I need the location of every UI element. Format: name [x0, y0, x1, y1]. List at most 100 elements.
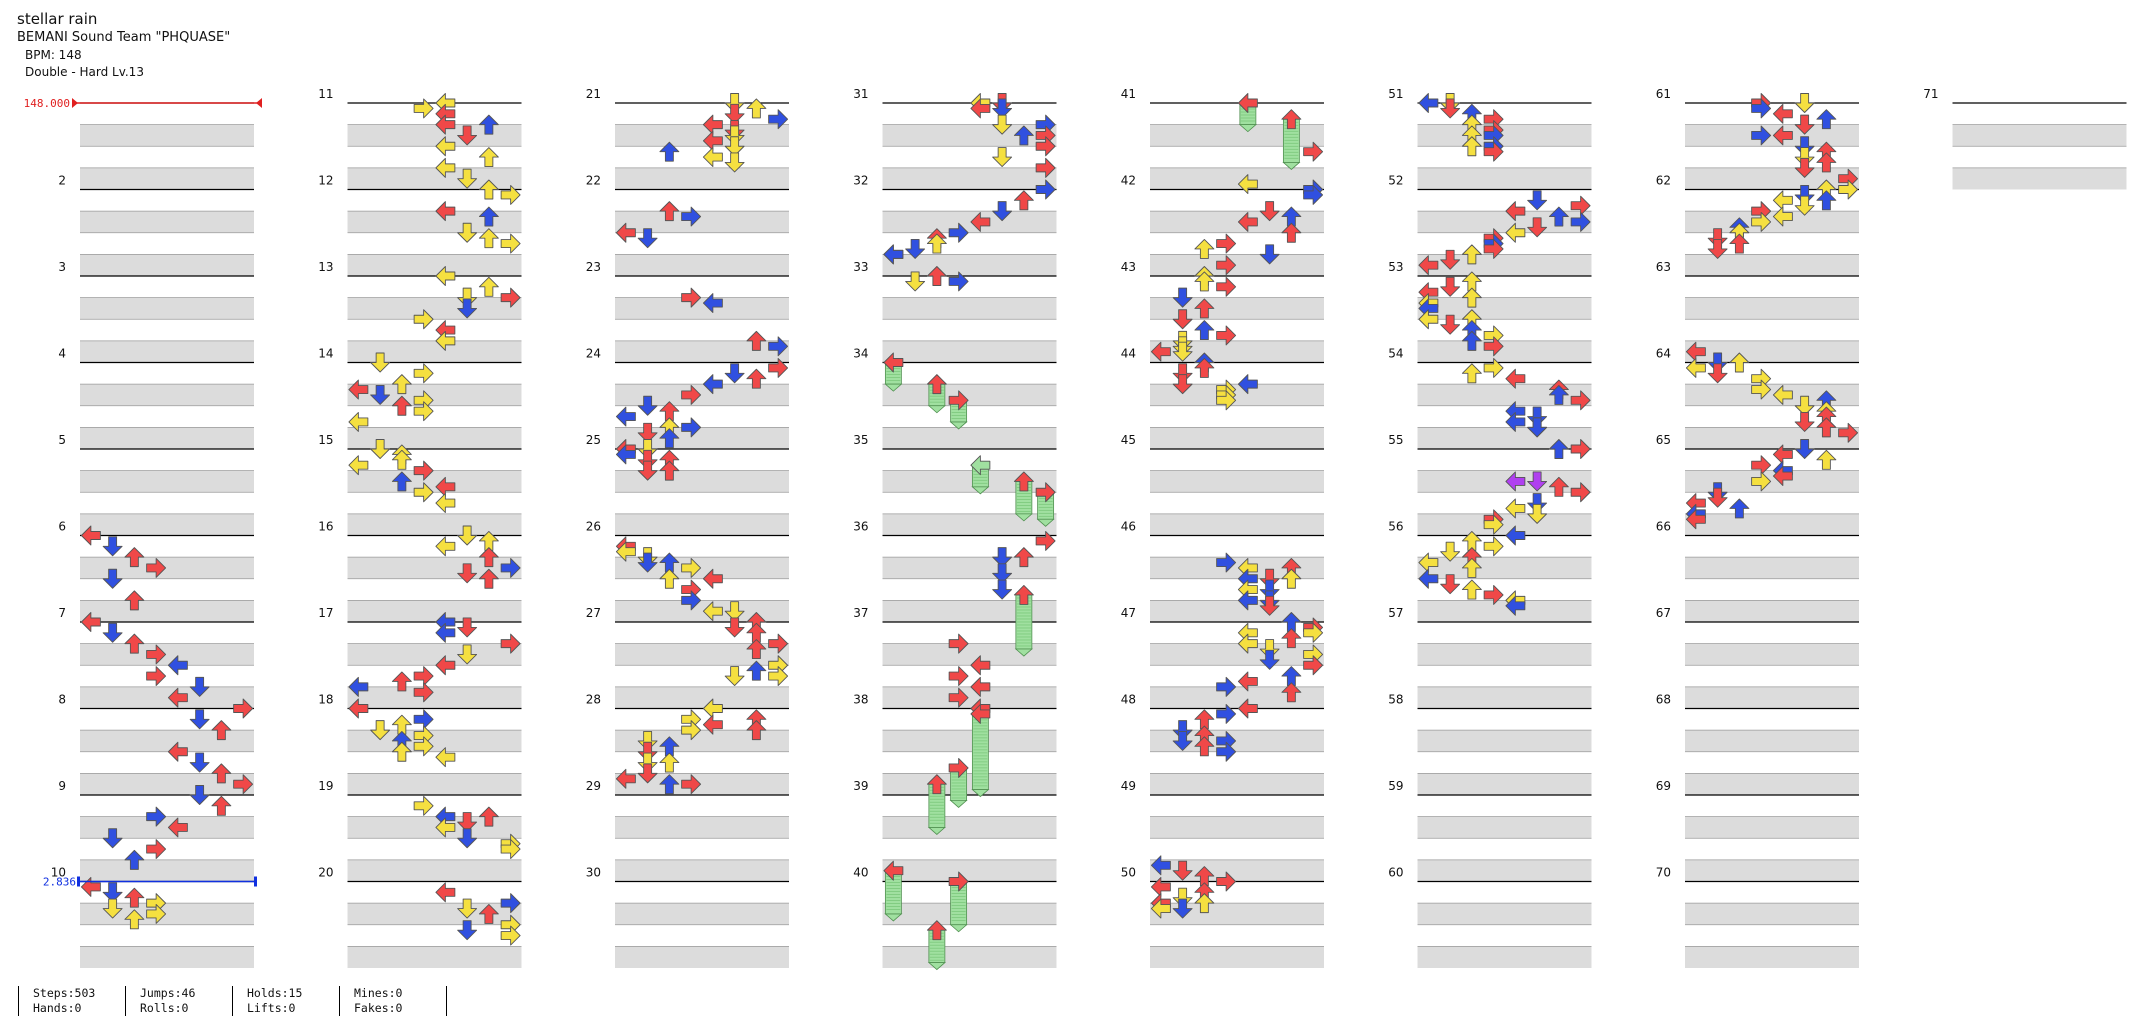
arrow-note [948, 633, 969, 654]
beat-band [1685, 470, 1859, 493]
arrow-note [1035, 482, 1056, 503]
hold-tail [1282, 162, 1301, 171]
arrow-note [1281, 628, 1302, 649]
beat-band [882, 773, 1057, 795]
measure-number: 63 [1656, 260, 1671, 274]
arrow-note [1505, 471, 1526, 492]
beat-band [80, 600, 254, 622]
hold-tail [1238, 124, 1257, 133]
measure-number: 43 [1121, 260, 1136, 274]
arrow-note [948, 666, 969, 687]
arrow-note [146, 839, 167, 860]
beat-band [347, 730, 522, 752]
arrow-note [457, 644, 478, 665]
beat-band [882, 903, 1057, 925]
arrow-note [413, 682, 434, 703]
beat-band [80, 513, 254, 536]
arrow-note [500, 925, 521, 946]
measure-number: 64 [1656, 347, 1671, 361]
measure [1150, 275, 1324, 363]
measure-number: 65 [1656, 433, 1671, 447]
measure [1417, 275, 1592, 363]
arrow-note [457, 563, 478, 584]
arrow-note [1194, 893, 1215, 914]
arrow-note [1772, 384, 1793, 405]
arrow-note [124, 590, 145, 611]
beat-band [80, 254, 254, 276]
arrow-note [1013, 547, 1034, 568]
arrow-note [435, 157, 456, 178]
measure-number: 29 [586, 779, 601, 793]
arrow-note [926, 233, 947, 254]
arrow-note [1751, 471, 1772, 492]
beat-band [1685, 557, 1859, 579]
beat-band [1417, 903, 1592, 925]
measure-number: 9 [58, 779, 66, 793]
arrow-note [1237, 671, 1258, 692]
arrow-note [500, 839, 521, 860]
arrow-note [1707, 228, 1728, 249]
arrow-note [146, 644, 167, 665]
arrow-note [1281, 568, 1302, 589]
arrow-note [348, 379, 369, 400]
beat-band [615, 470, 789, 493]
measure-number: 32 [853, 174, 868, 188]
arrow-note [435, 136, 456, 157]
beat-band [80, 903, 254, 925]
beat-band [615, 946, 789, 968]
arrow-note [435, 817, 456, 838]
arrow-note [413, 482, 434, 503]
arrow-note [391, 395, 412, 416]
arrow-note [948, 687, 969, 708]
beat-band [1150, 816, 1324, 839]
arrow-note [1303, 141, 1324, 162]
arrow-note [124, 887, 145, 908]
beat-band [1150, 600, 1324, 622]
arrow-note [1729, 233, 1750, 254]
beat-band [1417, 557, 1592, 579]
measure-number: 2 [58, 174, 66, 188]
arrow-note [1483, 585, 1504, 605]
arrow-note [1035, 530, 1056, 551]
arrow-note [615, 768, 636, 789]
arrow-note [1440, 574, 1461, 595]
arrow-note [746, 720, 767, 741]
stat-hands: Hands:0 [33, 1001, 82, 1015]
arrow-note [435, 622, 456, 643]
measure-number: 7 [58, 606, 66, 620]
beat-band [1150, 557, 1324, 579]
stat-fakes: Fakes:0 [354, 1001, 403, 1015]
measure [1685, 448, 1859, 536]
arrow-note [1707, 352, 1728, 373]
arrow-note [1751, 379, 1772, 400]
measure [1685, 707, 1859, 795]
stat-rolls: Rolls:0 [140, 1001, 189, 1015]
arrow-note [1281, 109, 1302, 130]
measure-number: 47 [1121, 606, 1136, 620]
measure [1685, 534, 1859, 622]
arrow-note [746, 660, 767, 681]
arrow-note [1216, 255, 1237, 276]
arrow-note [1483, 514, 1504, 535]
beat-band [80, 557, 254, 579]
measure-number: 51 [1388, 87, 1403, 101]
measure-number: 21 [586, 87, 601, 101]
beat-band [615, 167, 789, 190]
stats-cell-jumps: Jumps:46 Rolls:0 [125, 986, 232, 1016]
hold-tail [971, 789, 990, 798]
arrow-note [1816, 152, 1837, 173]
measure-number: 36 [853, 520, 868, 534]
measure-number: 28 [586, 693, 601, 707]
measure-number: 15 [318, 433, 333, 447]
arrow-note [457, 920, 478, 941]
arrow-note [478, 114, 499, 135]
measure [347, 707, 522, 795]
beat-band [1685, 903, 1859, 925]
stat-jumps: Jumps:46 [140, 986, 196, 1000]
measure [1150, 361, 1324, 449]
arrow-note [1035, 179, 1056, 200]
arrow-note [1751, 125, 1772, 146]
arrow-note [1794, 157, 1815, 178]
arrow-note [1772, 466, 1793, 486]
arrow-note [1751, 98, 1772, 119]
